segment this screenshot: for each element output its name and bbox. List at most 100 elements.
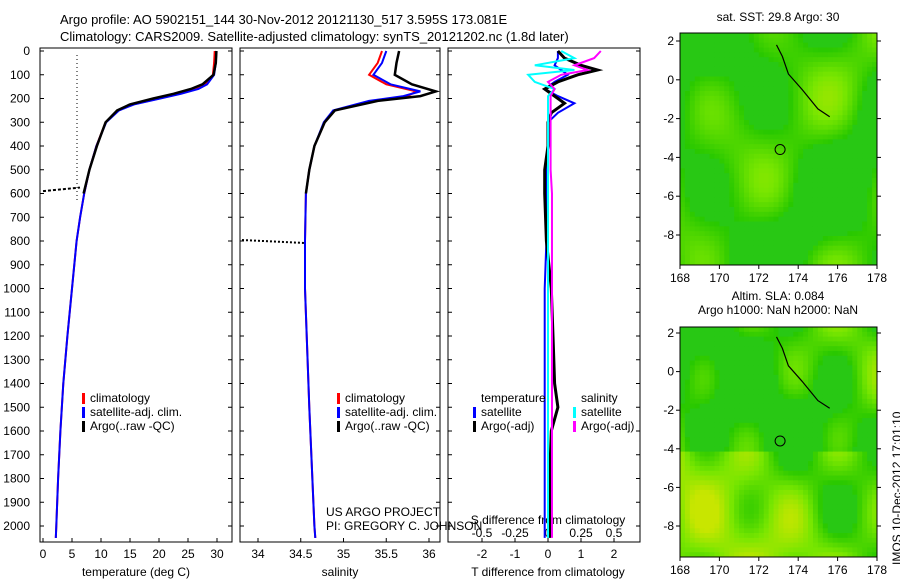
- map-cell: [734, 158, 740, 164]
- map-cell: [803, 374, 809, 381]
- map-cell: [862, 71, 868, 77]
- map-cell: [852, 226, 858, 232]
- map-cell: [778, 398, 784, 405]
- map-cell: [783, 360, 789, 366]
- map-cell: [812, 57, 819, 63]
- map-cell: [729, 149, 735, 155]
- map-cell: [744, 494, 750, 500]
- map-cell: [714, 461, 720, 467]
- map-cell: [684, 124, 691, 131]
- map-cell: [842, 422, 848, 429]
- map-cell: [748, 81, 755, 87]
- map-cell: [817, 231, 824, 237]
- map-cell: [842, 504, 848, 510]
- lat-tick-label: -2: [663, 403, 674, 417]
- map-cell: [832, 245, 839, 251]
- map-cell: [714, 451, 720, 457]
- map-cell: [684, 542, 691, 548]
- map-cell: [832, 86, 839, 92]
- map-cell: [739, 394, 745, 400]
- map-cell: [847, 33, 853, 39]
- map-cell: [734, 173, 740, 179]
- map-cell: [724, 432, 730, 438]
- map-cell: [744, 355, 750, 362]
- map-cell: [857, 71, 863, 77]
- map-cell: [758, 134, 765, 140]
- map-cell: [872, 144, 878, 150]
- map-cell: [719, 187, 725, 193]
- map-cell: [689, 465, 696, 472]
- map-cell: [847, 374, 853, 381]
- map-cell: [694, 360, 701, 366]
- depth-tick-label: 800: [10, 234, 30, 248]
- map-cell: [758, 76, 765, 82]
- map-cell: [778, 370, 784, 376]
- map-cell: [872, 360, 878, 366]
- sla-map-grid: [680, 327, 878, 558]
- map-cell: [857, 542, 863, 548]
- map-cell: [842, 71, 848, 77]
- map-cell: [788, 221, 794, 227]
- map-cell: [862, 76, 868, 82]
- map-cell: [817, 158, 824, 164]
- map-cell: [832, 360, 839, 366]
- map-cell: [734, 422, 740, 429]
- map-cell: [783, 221, 789, 227]
- map-cell: [719, 182, 725, 189]
- map-cell: [827, 365, 834, 371]
- map-cell: [793, 91, 799, 97]
- map-cell: [729, 129, 735, 135]
- map-cell: [729, 528, 735, 534]
- map-cell: [847, 413, 853, 419]
- map-cell: [758, 451, 765, 457]
- map-cell: [778, 192, 784, 198]
- map-cell: [714, 168, 720, 174]
- map-cell: [872, 331, 878, 338]
- map-cell: [694, 413, 701, 419]
- map-cell: [699, 192, 706, 198]
- map-cell: [847, 221, 853, 227]
- map-cell: [709, 52, 715, 58]
- map-cell: [689, 485, 696, 491]
- map-cell: [699, 207, 706, 213]
- map-cell: [817, 403, 824, 409]
- map-cell: [744, 336, 750, 342]
- map-cell: [778, 216, 784, 222]
- map-cell: [714, 398, 720, 405]
- map-cell: [768, 504, 775, 510]
- map-cell: [768, 149, 775, 155]
- map-cell: [729, 221, 735, 227]
- map-cell: [798, 216, 804, 222]
- map-cell: [793, 437, 799, 443]
- map-cell: [768, 33, 775, 39]
- map-cell: [729, 327, 735, 333]
- map-cell: [748, 346, 755, 352]
- map-cell: [852, 384, 858, 390]
- map-cell: [719, 494, 725, 500]
- map-cell: [680, 168, 686, 174]
- map-cell: [768, 173, 775, 179]
- map-cell: [719, 485, 725, 491]
- map-cell: [758, 398, 765, 405]
- map-cell: [689, 403, 696, 409]
- map-cell: [867, 158, 873, 164]
- map-cell: [872, 149, 878, 155]
- map-cell: [808, 95, 814, 102]
- map-cell: [748, 331, 755, 338]
- map-cell: [857, 427, 863, 433]
- map-cell: [778, 456, 784, 462]
- map-cell: [847, 62, 853, 68]
- map-cell: [758, 178, 765, 184]
- map-cell: [734, 240, 740, 247]
- map-cell: [867, 379, 873, 385]
- map-cell: [842, 216, 848, 222]
- map-cell: [803, 456, 809, 462]
- map-cell: [734, 413, 740, 419]
- map-cell: [704, 523, 711, 529]
- map-cell: [837, 182, 844, 189]
- map-cell: [827, 110, 834, 116]
- map-cell: [748, 192, 755, 198]
- map-cell: [704, 129, 711, 135]
- map-cell: [862, 413, 868, 419]
